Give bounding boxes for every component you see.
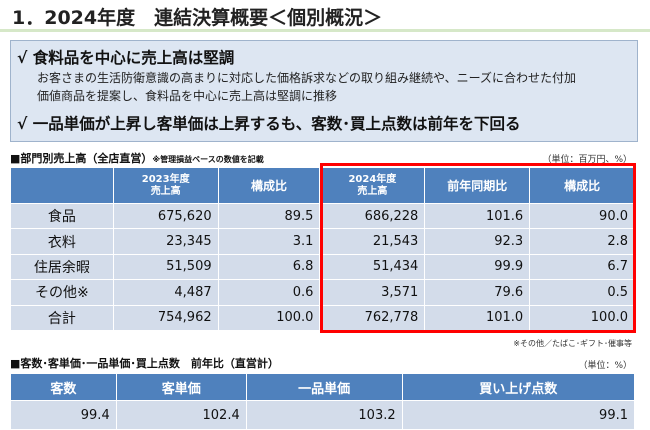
dept-cell: 675,620 bbox=[112, 202, 219, 230]
dept-cell: 79.6 bbox=[424, 279, 531, 306]
dept-cell: 99.9 bbox=[424, 253, 531, 281]
dept-cell: 0.6 bbox=[217, 279, 321, 306]
dept-unit: （単位：百万円、%） bbox=[542, 155, 632, 165]
dept-row-label: その他※ bbox=[10, 279, 114, 306]
page-title: 1．2024年度 連結決算概要＜個別概況＞ bbox=[12, 7, 383, 29]
dept-cell: 100.0 bbox=[529, 304, 635, 331]
dept-cell: 100.0 bbox=[217, 304, 321, 331]
dept-header-cell: 構成比 bbox=[529, 167, 635, 204]
dept-cell: 92.3 bbox=[424, 228, 531, 255]
dept-row-label: 食品 bbox=[10, 202, 114, 230]
dept-row: 合計 754,962 100.0 762,778 101.0 100.0 bbox=[10, 304, 635, 331]
dept-heading-text: ■部門別売上高（全店直営） bbox=[10, 152, 153, 165]
kpi-value-cell: 99.1 bbox=[401, 400, 636, 430]
kpi-table: 客数 客単価 一品単価 買い上げ点数 99.4 102.4 103.2 99.1 bbox=[10, 373, 636, 430]
dept-row: 食品 675,620 89.5 686,228 101.6 90.0 bbox=[10, 202, 635, 230]
summary-box: √ 食料品を中心に売上高は堅調 お客さまの生活防衛意識の高まりに対応した価格訴求… bbox=[10, 40, 638, 142]
dept-sales-table: 2023年度 売上高 構成比 2024年度 売上高 前年同期比 構成比 食品 675,62… bbox=[10, 167, 635, 331]
dept-cell: 762,778 bbox=[319, 304, 426, 331]
dept-row-label: 衣料 bbox=[10, 228, 114, 255]
kpi-value-cell: 102.4 bbox=[115, 400, 247, 430]
dept-cell: 51,434 bbox=[319, 253, 426, 281]
dept-cell: 89.5 bbox=[217, 202, 321, 230]
dept-header-cell bbox=[10, 167, 114, 204]
dept-cell: 101.6 bbox=[424, 202, 531, 230]
dept-cell: 4,487 bbox=[112, 279, 219, 306]
dept-row: その他※ 4,487 0.6 3,571 79.6 0.5 bbox=[10, 279, 635, 306]
summary-point-2: √ 一品単価が上昇し客単価は上昇するも、客数･買上点数は前年を下回る bbox=[17, 115, 521, 133]
kpi-unit: （単位：%） bbox=[578, 361, 632, 371]
dept-header-cell: 前年同期比 bbox=[424, 167, 531, 204]
dept-footnote: ※その他／たばこ･ギフト･催事等 bbox=[513, 339, 632, 348]
dept-cell: 3.1 bbox=[217, 228, 321, 255]
dept-cell: 21,543 bbox=[319, 228, 426, 255]
dept-cell: 101.0 bbox=[424, 304, 531, 331]
kpi-value-cell: 103.2 bbox=[245, 400, 403, 430]
dept-cell: 6.8 bbox=[217, 253, 321, 281]
dept-cell: 754,962 bbox=[112, 304, 219, 331]
dept-cell: 6.7 bbox=[529, 253, 635, 281]
dept-header-cell: 2023年度 売上高 bbox=[112, 167, 219, 204]
kpi-header-cell: 客単価 bbox=[115, 373, 247, 401]
dept-cell: 686,228 bbox=[319, 202, 426, 230]
dept-cell: 2.8 bbox=[529, 228, 635, 255]
dept-row: 衣料 23,345 3.1 21,543 92.3 2.8 bbox=[10, 228, 635, 255]
dept-sales-heading: ■部門別売上高（全店直営）※管理損益ベースの数値を記載 bbox=[10, 150, 264, 166]
dept-heading-note: ※管理損益ベースの数値を記載 bbox=[152, 155, 264, 164]
summary-point-1: √ 食料品を中心に売上高は堅調 bbox=[17, 49, 235, 67]
kpi-header-cell: 買い上げ点数 bbox=[401, 373, 636, 401]
dept-cell: 51,509 bbox=[112, 253, 219, 281]
dept-row: 住居余暇 51,509 6.8 51,434 99.9 6.7 bbox=[10, 253, 635, 281]
title-divider bbox=[0, 29, 650, 32]
dept-cell: 23,345 bbox=[112, 228, 219, 255]
summary-detail-1b: 価値商品を提案し、食料品を中心に売上高は堅調に推移 bbox=[37, 89, 338, 103]
dept-header-cell: 2024年度 売上高 bbox=[319, 167, 426, 204]
dept-row-label: 住居余暇 bbox=[10, 253, 114, 281]
dept-header-cell: 構成比 bbox=[217, 167, 321, 204]
kpi-value-cell: 99.4 bbox=[10, 400, 117, 430]
dept-cell: 3,571 bbox=[319, 279, 426, 306]
kpi-row: 99.4 102.4 103.2 99.1 bbox=[10, 400, 636, 430]
dept-cell: 90.0 bbox=[529, 202, 635, 230]
kpi-header-cell: 一品単価 bbox=[245, 373, 403, 401]
summary-detail-1a: お客さまの生活防衛意識の高まりに対応した価格訴求などの取り組み継続や、ニーズに合… bbox=[37, 71, 577, 85]
kpi-header-cell: 客数 bbox=[10, 373, 117, 401]
dept-cell: 0.5 bbox=[529, 279, 635, 306]
dept-row-label: 合計 bbox=[10, 304, 114, 331]
kpi-heading: ■客数･客単価･一品単価･買上点数 前年比（直営計） bbox=[10, 357, 279, 370]
